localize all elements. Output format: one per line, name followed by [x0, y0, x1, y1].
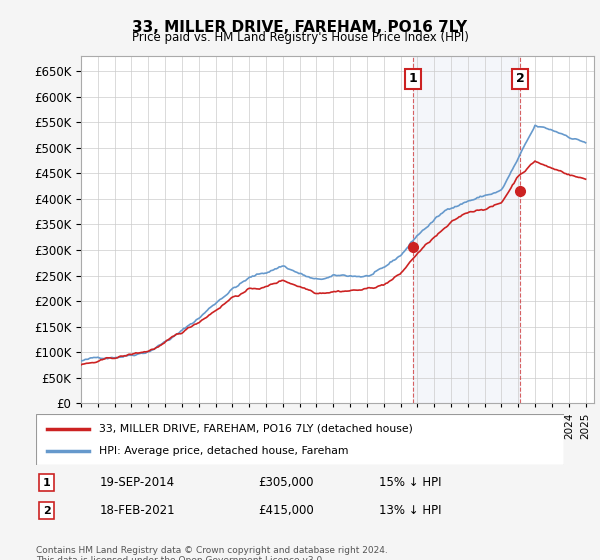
Text: HPI: Average price, detached house, Fareham: HPI: Average price, detached house, Fare…	[100, 446, 349, 456]
Text: 18-FEB-2021: 18-FEB-2021	[100, 504, 175, 517]
Text: 15% ↓ HPI: 15% ↓ HPI	[379, 476, 442, 489]
FancyBboxPatch shape	[36, 414, 564, 465]
Text: 33, MILLER DRIVE, FAREHAM, PO16 7LY (detached house): 33, MILLER DRIVE, FAREHAM, PO16 7LY (det…	[100, 423, 413, 433]
Text: 1: 1	[43, 478, 50, 488]
Bar	[413, 56, 520, 403]
Text: £415,000: £415,000	[258, 504, 314, 517]
Text: Price paid vs. HM Land Registry's House Price Index (HPI): Price paid vs. HM Land Registry's House …	[131, 31, 469, 44]
Text: 2: 2	[516, 72, 525, 86]
Text: 1: 1	[409, 72, 417, 86]
Text: 2: 2	[43, 506, 50, 516]
Text: 33, MILLER DRIVE, FAREHAM, PO16 7LY: 33, MILLER DRIVE, FAREHAM, PO16 7LY	[133, 20, 467, 35]
Text: £305,000: £305,000	[258, 476, 313, 489]
Text: 19-SEP-2014: 19-SEP-2014	[100, 476, 175, 489]
Text: Contains HM Land Registry data © Crown copyright and database right 2024.
This d: Contains HM Land Registry data © Crown c…	[36, 546, 388, 560]
Text: 13% ↓ HPI: 13% ↓ HPI	[379, 504, 442, 517]
